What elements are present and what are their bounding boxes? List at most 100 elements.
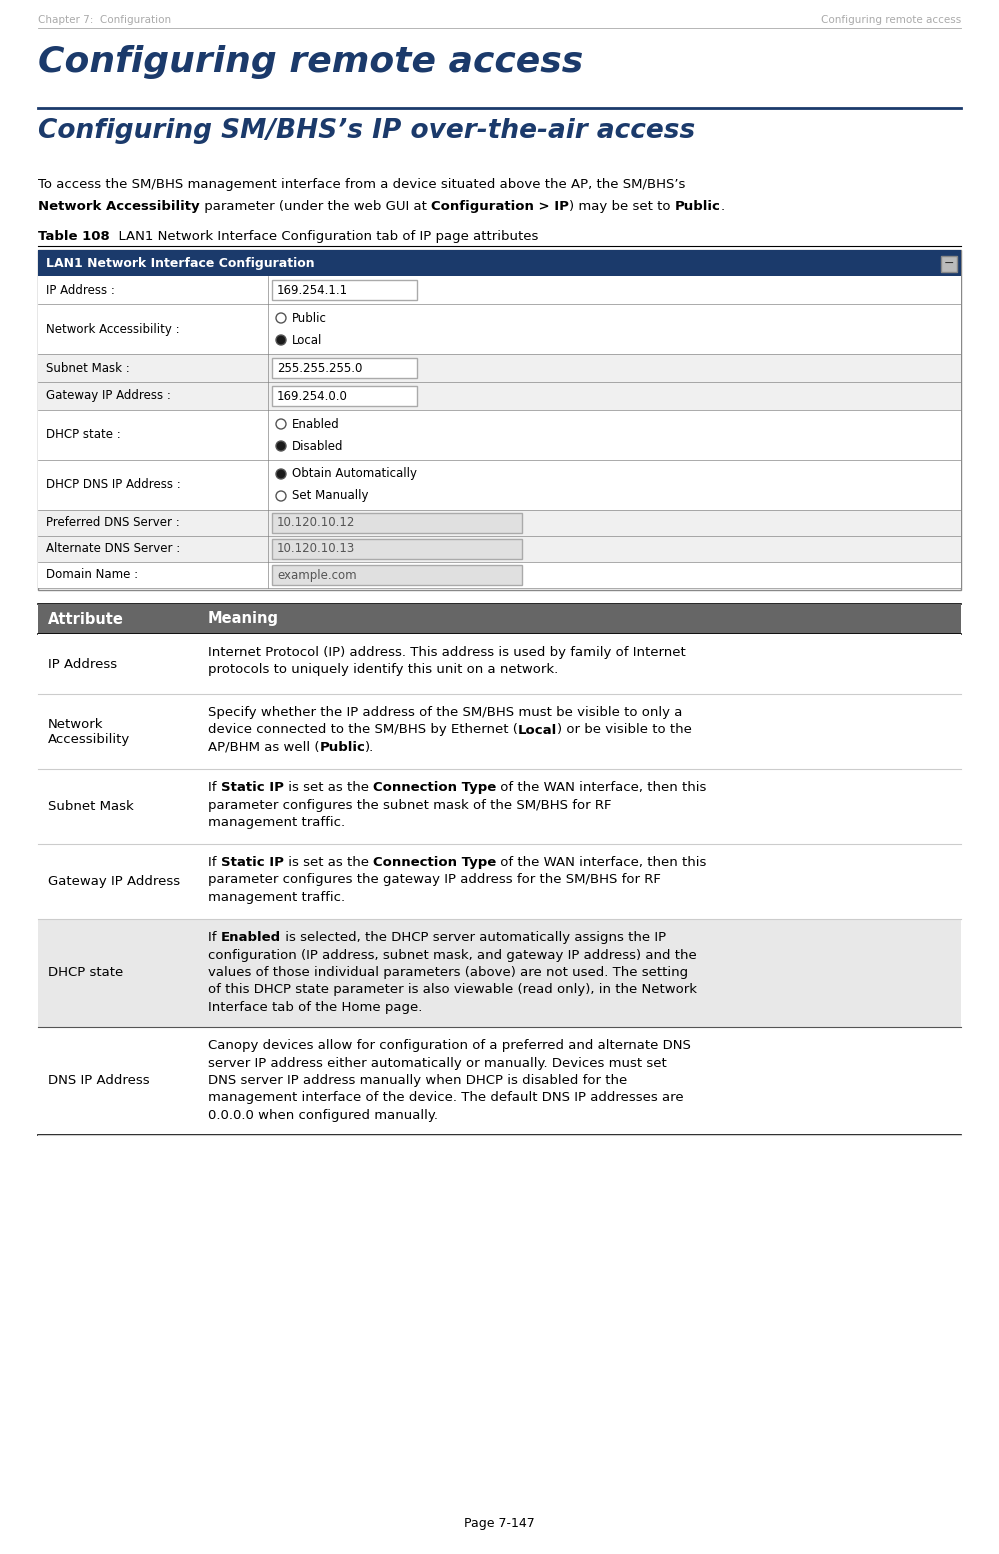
Text: is set as the: is set as the (284, 856, 373, 869)
Text: ) may be set to: ) may be set to (568, 200, 674, 213)
Text: Preferred DNS Server :: Preferred DNS Server : (46, 516, 180, 530)
Bar (272, 385, 417, 406)
Text: Table 108: Table 108 (38, 230, 110, 242)
Text: DHCP state :: DHCP state : (46, 429, 121, 441)
Bar (38, 510, 961, 536)
Bar (38, 634, 961, 695)
Bar (38, 305, 961, 354)
Bar (38, 563, 961, 587)
Bar (38, 250, 961, 277)
Text: Enabled: Enabled (292, 418, 340, 430)
Text: Attribute: Attribute (48, 612, 124, 626)
Text: Connection Type: Connection Type (373, 782, 497, 794)
Text: parameter configures the gateway IP address for the SM/BHS for RF: parameter configures the gateway IP addr… (208, 873, 661, 886)
Text: LAN1 Network Interface Configuration tab of IP page attributes: LAN1 Network Interface Configuration tab… (110, 230, 538, 242)
Text: Interface tab of the Home page.: Interface tab of the Home page. (208, 1001, 423, 1015)
Text: Connection Type: Connection Type (373, 856, 497, 869)
Bar (272, 280, 417, 300)
Text: example.com: example.com (277, 569, 357, 581)
Text: of the WAN interface, then this: of the WAN interface, then this (497, 782, 706, 794)
Bar (38, 769, 961, 844)
Text: IP Address: IP Address (48, 657, 117, 670)
Text: Configuring remote access: Configuring remote access (38, 45, 583, 79)
Text: Network Accessibility :: Network Accessibility : (46, 323, 180, 336)
Text: Local: Local (517, 724, 557, 737)
Text: 10.120.10.13: 10.120.10.13 (277, 542, 356, 555)
Bar (38, 1027, 961, 1134)
Text: Local: Local (292, 334, 323, 347)
Text: Public: Public (320, 741, 366, 754)
Bar (272, 539, 522, 559)
Text: IP Address :: IP Address : (46, 283, 115, 297)
Circle shape (276, 441, 286, 451)
Bar (941, 256, 957, 272)
Circle shape (276, 491, 286, 500)
Text: values of those individual parameters (above) are not used. The setting: values of those individual parameters (a… (208, 967, 688, 979)
Text: parameter (under the web GUI at: parameter (under the web GUI at (200, 200, 431, 213)
Text: Network Accessibility: Network Accessibility (38, 200, 200, 213)
Text: 10.120.10.12: 10.120.10.12 (277, 516, 356, 530)
Bar (38, 536, 961, 563)
Text: Set Manually: Set Manually (292, 490, 369, 502)
Text: 255.255.255.0: 255.255.255.0 (277, 362, 363, 375)
Text: 169.254.0.0: 169.254.0.0 (277, 390, 348, 402)
Text: Chapter 7:  Configuration: Chapter 7: Configuration (38, 16, 171, 25)
Text: management traffic.: management traffic. (208, 816, 345, 828)
Text: is set as the: is set as the (284, 782, 373, 794)
Bar (38, 605, 961, 634)
Circle shape (276, 469, 286, 479)
Text: Internet Protocol (IP) address. This address is used by family of Internet: Internet Protocol (IP) address. This add… (208, 646, 685, 659)
Text: AP/BHM as well (: AP/BHM as well ( (208, 741, 320, 754)
Text: Obtain Automatically: Obtain Automatically (292, 468, 417, 480)
Bar (272, 357, 417, 378)
Bar (38, 918, 961, 1027)
Text: management interface of the device. The default DNS IP addresses are: management interface of the device. The … (208, 1091, 683, 1105)
Text: configuration (IP address, subnet mask, and gateway IP address) and the: configuration (IP address, subnet mask, … (208, 948, 696, 962)
Bar (38, 354, 961, 382)
Circle shape (276, 312, 286, 323)
Text: Subnet Mask: Subnet Mask (48, 800, 134, 813)
Text: management traffic.: management traffic. (208, 890, 345, 904)
Text: Static IP: Static IP (221, 856, 284, 869)
Text: DNS server IP address manually when DHCP is disabled for the: DNS server IP address manually when DHCP… (208, 1074, 627, 1086)
Text: DNS IP Address: DNS IP Address (48, 1074, 150, 1088)
Bar (38, 250, 961, 591)
Bar (38, 277, 961, 305)
Text: Specify whether the IP address of the SM/BHS must be visible to only a: Specify whether the IP address of the SM… (208, 706, 682, 720)
Text: device connected to the SM/BHS by Ethernet (: device connected to the SM/BHS by Ethern… (208, 724, 517, 737)
Text: Page 7-147: Page 7-147 (465, 1518, 534, 1531)
Text: DHCP DNS IP Address :: DHCP DNS IP Address : (46, 479, 181, 491)
Text: Public: Public (292, 311, 327, 325)
Text: 169.254.1.1: 169.254.1.1 (277, 283, 348, 297)
Bar (38, 382, 961, 410)
Text: is selected, the DHCP server automatically assigns the IP: is selected, the DHCP server automatical… (281, 931, 666, 943)
Text: of the WAN interface, then this: of the WAN interface, then this (497, 856, 706, 869)
Text: Subnet Mask :: Subnet Mask : (46, 362, 130, 375)
Text: LAN1 Network Interface Configuration: LAN1 Network Interface Configuration (46, 256, 315, 269)
Text: Configuring remote access: Configuring remote access (821, 16, 961, 25)
Text: Alternate DNS Server :: Alternate DNS Server : (46, 542, 180, 555)
Text: Disabled: Disabled (292, 440, 344, 452)
Text: Configuring SM/BHS’s IP over-the-air access: Configuring SM/BHS’s IP over-the-air acc… (38, 118, 695, 145)
Text: If: If (208, 782, 221, 794)
Text: If: If (208, 856, 221, 869)
Text: Static IP: Static IP (221, 782, 284, 794)
Bar (38, 844, 961, 918)
Circle shape (276, 420, 286, 429)
Text: Meaning: Meaning (208, 612, 279, 626)
Text: Gateway IP Address :: Gateway IP Address : (46, 390, 171, 402)
Bar (272, 513, 522, 533)
Text: Enabled: Enabled (221, 931, 281, 943)
Text: If: If (208, 931, 221, 943)
Text: Public: Public (674, 200, 720, 213)
Text: ).: ). (366, 741, 375, 754)
Text: 0.0.0.0 when configured manually.: 0.0.0.0 when configured manually. (208, 1110, 438, 1122)
Bar (38, 410, 961, 460)
Text: .: . (720, 200, 724, 213)
Text: Canopy devices allow for configuration of a preferred and alternate DNS: Canopy devices allow for configuration o… (208, 1040, 691, 1052)
Text: To access the SM/BHS management interface from a device situated above the AP, t: To access the SM/BHS management interfac… (38, 179, 685, 191)
Text: Domain Name :: Domain Name : (46, 569, 138, 581)
Text: server IP address either automatically or manually. Devices must set: server IP address either automatically o… (208, 1057, 666, 1069)
Text: Configuration > IP: Configuration > IP (431, 200, 568, 213)
Circle shape (276, 336, 286, 345)
